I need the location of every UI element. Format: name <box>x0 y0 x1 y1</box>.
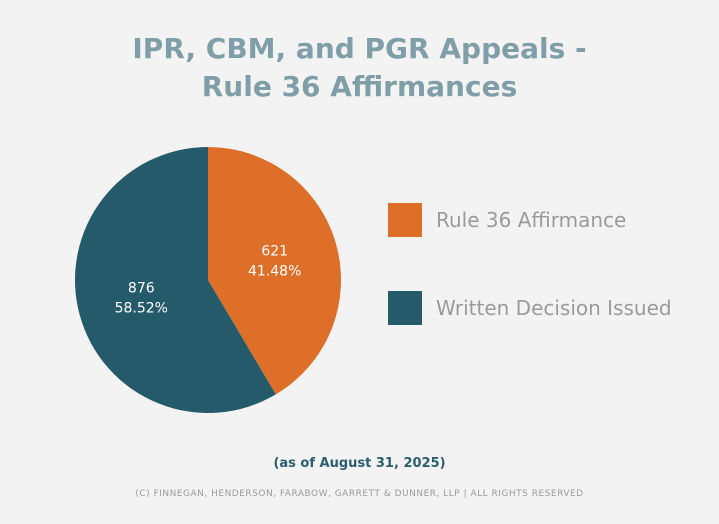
pie-slice-0 <box>208 147 341 395</box>
chart-title-line-2: Rule 36 Affirmances <box>201 70 518 103</box>
legend-label-rule-36: Rule 36 Affirmance <box>436 208 627 232</box>
legend-label-written-decision: Written Decision Issued <box>436 296 672 320</box>
pie-slice-1 <box>74 147 276 413</box>
legend-item-rule-36: Rule 36 Affirmance <box>388 203 626 237</box>
pie-slice-value-label-1: 876 <box>128 280 155 296</box>
pie-slice-percent-label-1: 58.52% <box>115 300 168 316</box>
legend-swatch-rule-36 <box>388 203 422 237</box>
legend-item-written-decision: Written Decision Issued <box>388 291 672 325</box>
legend-swatch-written-decision <box>388 291 422 325</box>
pie-slice-percent-label-0: 41.48% <box>248 264 301 280</box>
chart-title: IPR, CBM, and PGR Appeals - Rule 36 Affi… <box>0 30 719 106</box>
copyright-notice: (C) FINNEGAN, HENDERSON, FARABOW, GARRET… <box>135 489 584 499</box>
as-of-date: (as of August 31, 2025) <box>273 456 446 471</box>
pie-slice-value-label-0: 621 <box>261 244 288 260</box>
chart-title-line-1: IPR, CBM, and PGR Appeals - <box>132 32 587 65</box>
